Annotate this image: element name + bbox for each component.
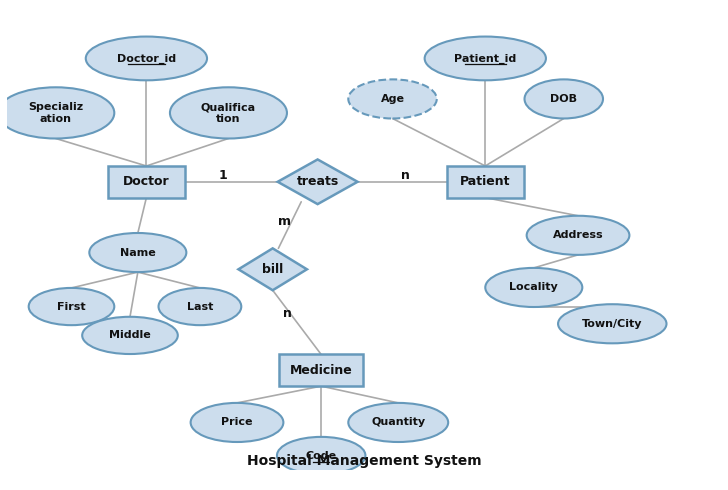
Text: Medicine: Medicine: [290, 364, 352, 377]
Text: Address: Address: [553, 230, 604, 240]
FancyBboxPatch shape: [108, 166, 185, 197]
Text: DOB: DOB: [550, 94, 577, 104]
Text: Hospital Management System: Hospital Management System: [247, 454, 481, 468]
Text: n: n: [282, 307, 291, 319]
Text: bill: bill: [262, 263, 283, 276]
Text: First: First: [58, 301, 86, 312]
Text: Town/City: Town/City: [582, 319, 643, 329]
Text: 1: 1: [218, 169, 227, 182]
Polygon shape: [277, 159, 357, 204]
Text: Name: Name: [120, 247, 156, 258]
Polygon shape: [239, 248, 307, 290]
Ellipse shape: [558, 304, 667, 343]
Text: treats: treats: [296, 175, 339, 188]
Text: n: n: [401, 169, 410, 182]
Ellipse shape: [348, 403, 448, 442]
Text: m: m: [277, 215, 290, 228]
FancyBboxPatch shape: [447, 166, 524, 197]
Ellipse shape: [524, 79, 603, 119]
Ellipse shape: [277, 437, 365, 474]
Text: Price: Price: [221, 417, 253, 427]
Text: Patient_id: Patient_id: [454, 53, 516, 64]
Ellipse shape: [191, 403, 283, 442]
Ellipse shape: [526, 216, 630, 255]
Ellipse shape: [424, 37, 546, 80]
Text: Specializ
ation: Specializ ation: [28, 102, 84, 123]
Text: Age: Age: [381, 94, 405, 104]
Ellipse shape: [28, 288, 114, 325]
Text: Doctor: Doctor: [123, 175, 170, 188]
Ellipse shape: [170, 87, 287, 139]
Ellipse shape: [486, 268, 582, 307]
Text: Qualifica
tion: Qualifica tion: [201, 102, 256, 123]
Text: Quantity: Quantity: [371, 417, 425, 427]
Ellipse shape: [90, 233, 186, 272]
Text: Locality: Locality: [510, 282, 558, 293]
Text: Code: Code: [306, 450, 337, 461]
Text: Last: Last: [186, 301, 213, 312]
Ellipse shape: [0, 87, 114, 139]
Ellipse shape: [86, 37, 207, 80]
Text: Patient: Patient: [460, 175, 510, 188]
FancyBboxPatch shape: [279, 354, 363, 386]
Text: Middle: Middle: [109, 330, 151, 341]
Text: Doctor_id: Doctor_id: [116, 53, 176, 64]
Ellipse shape: [159, 288, 241, 325]
Ellipse shape: [82, 317, 178, 354]
Ellipse shape: [348, 79, 437, 119]
